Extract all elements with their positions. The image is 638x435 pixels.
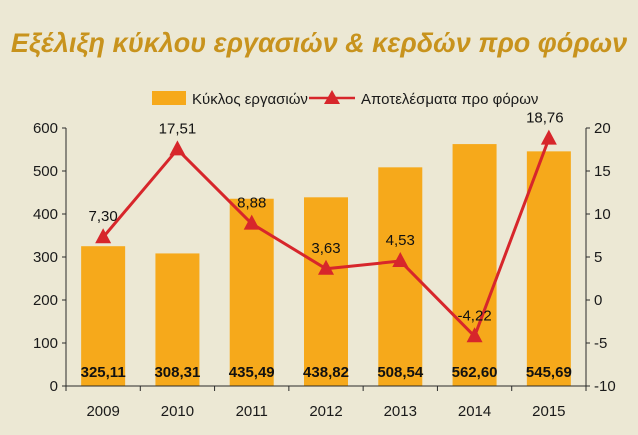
line-value-label: -4,22 — [457, 307, 491, 324]
line-value-label: 18,76 — [526, 110, 564, 127]
right-tick-label: 10 — [594, 206, 611, 223]
line-series-layer — [95, 129, 557, 343]
x-tick-label: 2015 — [532, 403, 565, 420]
left-tick-label: 200 — [33, 292, 58, 309]
bar-value-label: 438,82 — [303, 364, 349, 381]
bar-value-label: 508,54 — [377, 364, 424, 381]
right-tick-label: -5 — [594, 335, 607, 352]
right-tick-label: 20 — [594, 120, 611, 137]
chart-title: Εξέλιξη κύκλου εργασιών & κερδών προ φόρ… — [11, 28, 627, 58]
bar-2010 — [155, 253, 200, 386]
right-tick-label: 5 — [594, 249, 602, 266]
line-marker-2010 — [169, 140, 186, 156]
line-marker-2013 — [392, 252, 409, 268]
line-value-label: 17,51 — [159, 120, 197, 137]
left-tick-label: 600 — [33, 120, 58, 137]
bars-layer — [81, 144, 571, 386]
x-tick-label: 2009 — [86, 403, 119, 420]
line-marker-2009 — [95, 228, 112, 244]
bar-2011 — [229, 198, 274, 386]
line-value-label: 3,63 — [311, 240, 340, 257]
left-tick-label: 0 — [50, 378, 58, 395]
bar-2015 — [526, 151, 571, 386]
line-marker-2012 — [318, 259, 334, 275]
line-value-label: 4,53 — [386, 232, 415, 249]
line-value-label: 7,30 — [89, 208, 118, 225]
right-tick-label: -10 — [594, 378, 616, 395]
legend-label-bar: Κύκλος εργασιών — [192, 91, 308, 108]
bar-value-label: 308,31 — [154, 364, 200, 381]
left-tick-label: 300 — [33, 249, 58, 266]
axes-layer: 0 100 200 300 400 500 600 -10 -5 0 5 10 15 20 2009 2010… — [33, 120, 616, 420]
bar-2012 — [304, 197, 348, 386]
bar-value-label: 435,49 — [229, 364, 275, 381]
left-tick-label: 500 — [33, 163, 58, 180]
line-marker-2011 — [243, 214, 260, 230]
bar-2014 — [452, 144, 497, 386]
labels-layer: 325,11 308,31 435,49 438,82 508,54 562,60 545,… — [81, 110, 572, 381]
right-tick-label: 15 — [594, 163, 611, 180]
line-value-label: 8,88 — [237, 195, 266, 212]
legend-bar-swatch — [152, 91, 186, 105]
legend-label-line: Αποτελέσματα προ φόρων — [361, 91, 538, 108]
x-tick-label: 2014 — [458, 403, 491, 420]
bar-value-label: 545,69 — [526, 364, 572, 381]
bar-value-label: 562,60 — [452, 364, 498, 381]
left-tick-label: 100 — [33, 335, 58, 352]
bar-value-label: 325,11 — [81, 364, 126, 381]
x-tick-label: 2013 — [384, 403, 417, 420]
legend: Κύκλος εργασιών Αποτελέσματα προ φόρων — [152, 90, 538, 108]
line-marker-2014 — [466, 327, 483, 343]
line-marker-2015 — [540, 129, 557, 145]
bar-2009 — [81, 246, 126, 386]
x-tick-label: 2011 — [236, 403, 268, 420]
right-tick-label: 0 — [594, 292, 602, 309]
legend-triangle-icon — [324, 90, 340, 104]
x-tick-label: 2012 — [309, 403, 342, 420]
left-tick-label: 400 — [33, 206, 58, 223]
x-tick-label: 2010 — [161, 403, 194, 420]
